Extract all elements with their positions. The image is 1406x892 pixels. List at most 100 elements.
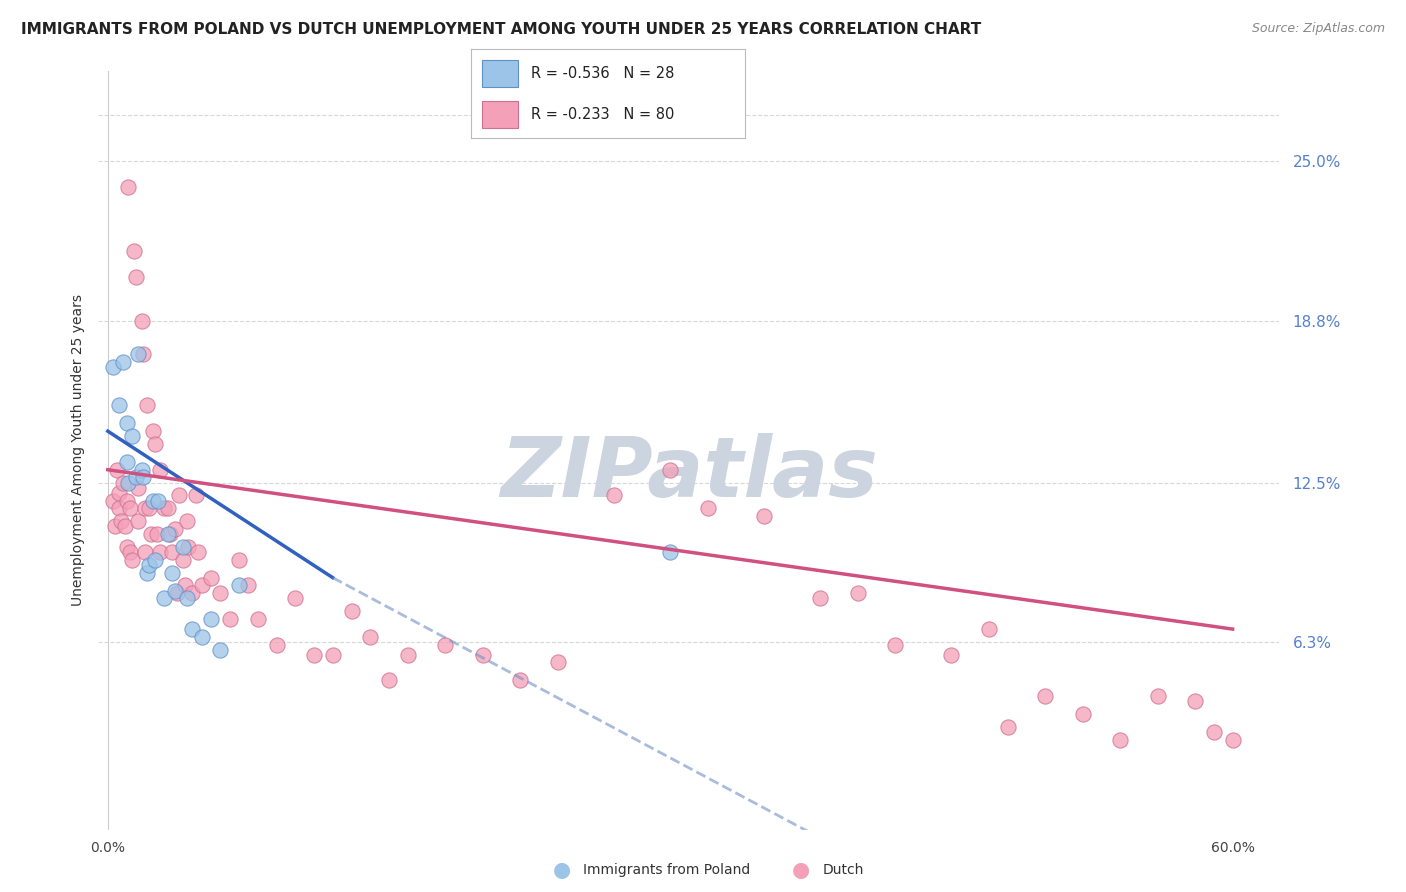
Point xyxy=(115,417,138,431)
Point xyxy=(340,604,363,618)
Point xyxy=(149,545,172,559)
Point xyxy=(134,501,156,516)
Point xyxy=(200,571,222,585)
Point xyxy=(471,648,494,662)
Point xyxy=(1146,689,1168,703)
Point xyxy=(1222,732,1244,747)
Bar xyxy=(482,60,517,87)
Point xyxy=(173,578,195,592)
Point xyxy=(228,552,250,566)
Point xyxy=(184,488,207,502)
Point xyxy=(139,527,162,541)
Point xyxy=(148,493,170,508)
Point xyxy=(209,642,232,657)
Point xyxy=(131,463,153,477)
Point xyxy=(127,347,149,361)
Text: ●: ● xyxy=(793,860,810,880)
Point xyxy=(108,501,131,516)
Point xyxy=(209,586,232,600)
Point xyxy=(396,648,419,662)
Point xyxy=(378,673,401,688)
Point xyxy=(104,519,127,533)
Point xyxy=(997,720,1019,734)
Y-axis label: Unemployment Among Youth under 25 years: Unemployment Among Youth under 25 years xyxy=(70,294,84,607)
Point xyxy=(200,612,222,626)
Point xyxy=(120,545,142,559)
Point xyxy=(105,463,128,477)
Point xyxy=(181,622,204,636)
Point xyxy=(138,558,160,572)
Point xyxy=(117,475,139,490)
Point xyxy=(322,648,344,662)
Point xyxy=(127,481,149,495)
Point xyxy=(103,359,125,374)
Point xyxy=(160,566,183,580)
Point xyxy=(114,519,136,533)
Point xyxy=(547,656,569,670)
Point xyxy=(121,429,143,443)
Point xyxy=(153,591,176,606)
Point xyxy=(103,493,125,508)
Point xyxy=(125,470,148,484)
Text: R = -0.233   N = 80: R = -0.233 N = 80 xyxy=(531,107,675,121)
Point xyxy=(696,501,718,516)
Point xyxy=(145,527,167,541)
Point xyxy=(160,545,183,559)
Point xyxy=(218,612,240,626)
Point xyxy=(167,488,190,502)
Point xyxy=(808,591,831,606)
Point xyxy=(121,552,143,566)
Point xyxy=(1184,694,1206,708)
Point xyxy=(142,493,165,508)
Point xyxy=(172,552,194,566)
Point xyxy=(1109,732,1132,747)
Text: ZIPatlas: ZIPatlas xyxy=(501,433,877,514)
Point xyxy=(165,522,187,536)
Point xyxy=(149,463,172,477)
Point xyxy=(110,514,132,528)
Point xyxy=(131,313,153,327)
Point xyxy=(115,540,138,554)
Point xyxy=(115,455,138,469)
Point xyxy=(752,508,775,523)
Point xyxy=(108,399,131,413)
Point xyxy=(117,180,139,194)
Point xyxy=(138,501,160,516)
Point xyxy=(176,591,198,606)
Point xyxy=(111,475,134,490)
Point xyxy=(659,463,682,477)
Point xyxy=(136,399,159,413)
Point xyxy=(127,514,149,528)
Point xyxy=(134,545,156,559)
Point xyxy=(156,501,179,516)
Point xyxy=(172,540,194,554)
Bar xyxy=(482,101,517,128)
Point xyxy=(884,638,907,652)
Point xyxy=(659,545,682,559)
Point xyxy=(165,583,187,598)
Point xyxy=(181,586,204,600)
Point xyxy=(187,545,209,559)
Point xyxy=(266,638,288,652)
Point xyxy=(136,566,159,580)
Point xyxy=(434,638,457,652)
Point xyxy=(941,648,963,662)
Point xyxy=(1071,706,1094,721)
Point xyxy=(190,630,212,644)
Point xyxy=(153,501,176,516)
Point xyxy=(1033,689,1056,703)
Point xyxy=(166,586,188,600)
Text: Source: ZipAtlas.com: Source: ZipAtlas.com xyxy=(1251,22,1385,36)
Point xyxy=(125,270,148,285)
Point xyxy=(238,578,260,592)
Point xyxy=(143,552,166,566)
Point xyxy=(142,424,165,438)
Point xyxy=(111,355,134,369)
Point xyxy=(1202,725,1225,739)
Point xyxy=(246,612,269,626)
Point xyxy=(176,514,198,528)
Point xyxy=(108,486,131,500)
Text: ●: ● xyxy=(554,860,571,880)
Text: Immigrants from Poland: Immigrants from Poland xyxy=(583,863,751,877)
Point xyxy=(603,488,626,502)
